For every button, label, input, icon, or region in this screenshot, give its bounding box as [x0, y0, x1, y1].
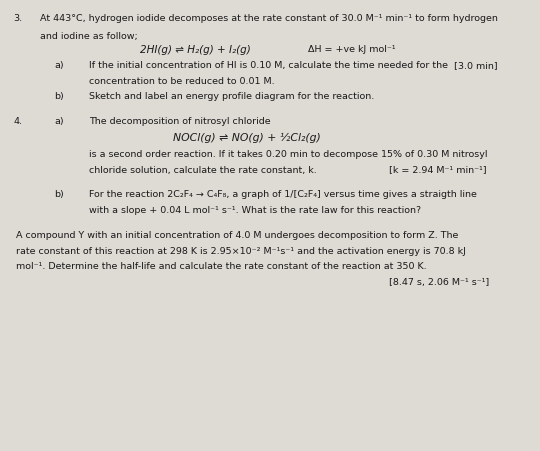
Text: b): b) — [54, 190, 64, 199]
Text: b): b) — [54, 92, 64, 101]
Text: At 443°C, hydrogen iodide decomposes at the rate constant of 30.0 M⁻¹ min⁻¹ to f: At 443°C, hydrogen iodide decomposes at … — [40, 14, 498, 23]
Text: For the reaction 2C₂F₄ → C₄F₈, a graph of 1/[C₂F₄] versus time gives a straigth : For the reaction 2C₂F₄ → C₄F₈, a graph o… — [89, 190, 477, 199]
Text: chloride solution, calculate the rate constant, k.: chloride solution, calculate the rate co… — [89, 166, 317, 175]
Text: [8.47 s, 2.06 M⁻¹ s⁻¹]: [8.47 s, 2.06 M⁻¹ s⁻¹] — [389, 278, 489, 287]
Text: [3.0 min]: [3.0 min] — [454, 61, 497, 70]
Text: [k = 2.94 M⁻¹ min⁻¹]: [k = 2.94 M⁻¹ min⁻¹] — [389, 166, 487, 175]
Text: mol⁻¹. Determine the half-life and calculate the rate constant of the reaction a: mol⁻¹. Determine the half-life and calcu… — [16, 262, 427, 272]
Text: A compound Y with an initial concentration of 4.0 M undergoes decomposition to f: A compound Y with an initial concentrati… — [16, 231, 458, 240]
Text: a): a) — [54, 117, 64, 126]
Text: a): a) — [54, 61, 64, 70]
Text: with a slope + 0.04 L mol⁻¹ s⁻¹. What is the rate law for this reaction?: with a slope + 0.04 L mol⁻¹ s⁻¹. What is… — [89, 206, 421, 215]
Text: and iodine as follow;: and iodine as follow; — [40, 32, 138, 41]
Text: Sketch and label an energy profile diagram for the reaction.: Sketch and label an energy profile diagr… — [89, 92, 374, 101]
Text: rate constant of this reaction at 298 K is 2.95×10⁻² M⁻¹s⁻¹ and the activation e: rate constant of this reaction at 298 K … — [16, 247, 466, 256]
Text: If the initial concentration of HI is 0.10 M, calculate the time needed for the: If the initial concentration of HI is 0.… — [89, 61, 448, 70]
Text: is a second order reaction. If it takes 0.20 min to decompose 15% of 0.30 M nitr: is a second order reaction. If it takes … — [89, 150, 488, 159]
Text: 4.: 4. — [14, 117, 23, 126]
Text: The decomposition of nitrosyl chloride: The decomposition of nitrosyl chloride — [89, 117, 271, 126]
Text: NOCl(g) ⇌ NO(g) + ½Cl₂(g): NOCl(g) ⇌ NO(g) + ½Cl₂(g) — [173, 133, 321, 143]
Text: 2HI(g) ⇌ H₂(g) + I₂(g): 2HI(g) ⇌ H₂(g) + I₂(g) — [140, 45, 251, 55]
Text: 3.: 3. — [14, 14, 23, 23]
Text: ΔH = +ve kJ mol⁻¹: ΔH = +ve kJ mol⁻¹ — [308, 45, 395, 54]
Text: concentration to be reduced to 0.01 M.: concentration to be reduced to 0.01 M. — [89, 77, 275, 86]
